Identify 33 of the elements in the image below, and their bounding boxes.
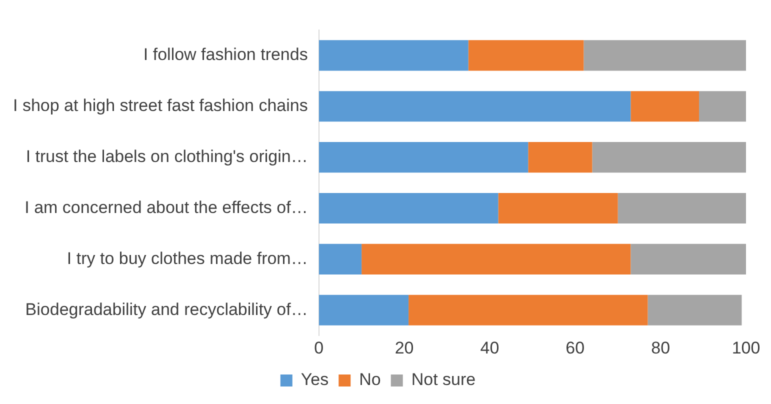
legend-label: No	[359, 370, 381, 390]
x-tick-label: 20	[394, 338, 414, 358]
y-tick-label: Biodegradability and recyclability of…	[25, 300, 308, 319]
legend-label: Not sure	[411, 370, 476, 390]
bar	[630, 91, 700, 122]
y-tick-label: I follow fashion trends	[143, 45, 308, 64]
bar	[528, 142, 592, 173]
bar	[362, 244, 631, 274]
x-tick-label: 40	[480, 338, 500, 358]
bar	[318, 294, 409, 326]
y-tick-label: I trust the labels on clothing's origin…	[26, 147, 308, 166]
bar	[318, 91, 631, 122]
legend-label: Yes	[300, 370, 329, 390]
bar	[318, 244, 362, 274]
bar	[468, 40, 584, 71]
x-tick-label: 80	[651, 338, 670, 358]
y-tick-label: I shop at high street fast fashion chains	[13, 96, 308, 116]
bar	[318, 40, 468, 71]
bar	[630, 244, 746, 274]
x-tick-label: 0	[314, 338, 324, 358]
bar	[592, 142, 746, 173]
x-tick-label: 100	[732, 338, 760, 358]
bar	[318, 142, 528, 173]
y-tick-label: I am concerned about the effects of…	[24, 198, 308, 217]
y-tick-label: I try to buy clothes made from…	[66, 248, 308, 268]
bar	[584, 40, 746, 71]
bar	[318, 192, 498, 224]
bar	[618, 192, 746, 224]
bar	[498, 192, 618, 224]
x-tick-label: 60	[566, 338, 585, 358]
bar	[699, 91, 746, 122]
bar	[408, 294, 648, 326]
bar	[648, 294, 742, 326]
